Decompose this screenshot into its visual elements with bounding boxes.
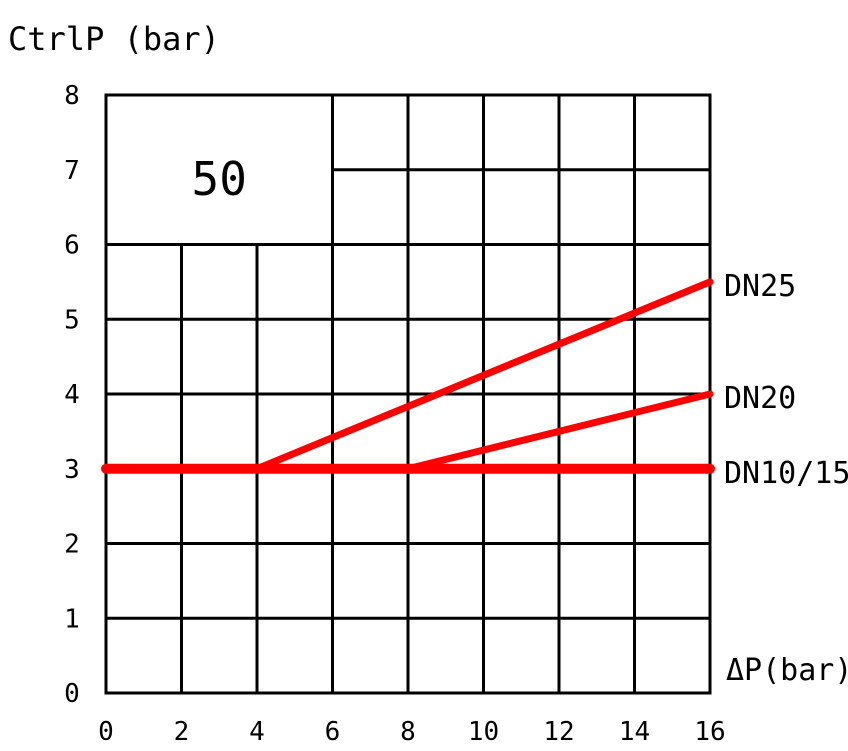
annotation-box <box>108 97 331 243</box>
y-tick-label: 6 <box>64 231 80 261</box>
y-tick-label: 4 <box>64 380 80 410</box>
y-tick-labels: 0 1 2 3 4 5 6 7 8 <box>64 81 80 709</box>
x-tick-label: 2 <box>174 717 190 747</box>
x-tick-label: 14 <box>619 717 650 747</box>
series-label-0: DN25 <box>724 269 796 304</box>
x-tick-label: 4 <box>249 717 265 747</box>
series-label-2: DN10/15 <box>724 456 848 491</box>
y-tick-label: 3 <box>64 455 80 485</box>
x-tick-label: 8 <box>400 717 416 747</box>
series-labels: DN25 DN20 DN10/15 <box>724 269 848 491</box>
x-tick-label: 6 <box>325 717 341 747</box>
y-tick-label: 1 <box>64 604 80 634</box>
x-tick-label: 0 <box>98 717 114 747</box>
x-tick-label: 16 <box>694 717 725 747</box>
series-label-1: DN20 <box>724 381 796 416</box>
annotation-label: 50 <box>192 152 247 206</box>
series-line-1 <box>404 390 714 473</box>
series-line-0 <box>253 278 714 473</box>
y-tick-label: 7 <box>64 156 80 186</box>
x-tick-labels: 0 2 4 6 8 10 12 14 16 <box>98 717 725 747</box>
series-layer <box>101 278 715 474</box>
x-tick-label: 10 <box>468 717 499 747</box>
y-tick-label: 8 <box>64 81 80 111</box>
y-tick-label: 5 <box>64 305 80 335</box>
y-axis-label: CtrlP (bar) <box>8 20 220 58</box>
y-tick-label: 0 <box>64 679 80 709</box>
x-tick-label: 12 <box>543 717 574 747</box>
x-axis-label: ΔP(bar) <box>726 653 848 688</box>
y-tick-label: 2 <box>64 530 80 560</box>
